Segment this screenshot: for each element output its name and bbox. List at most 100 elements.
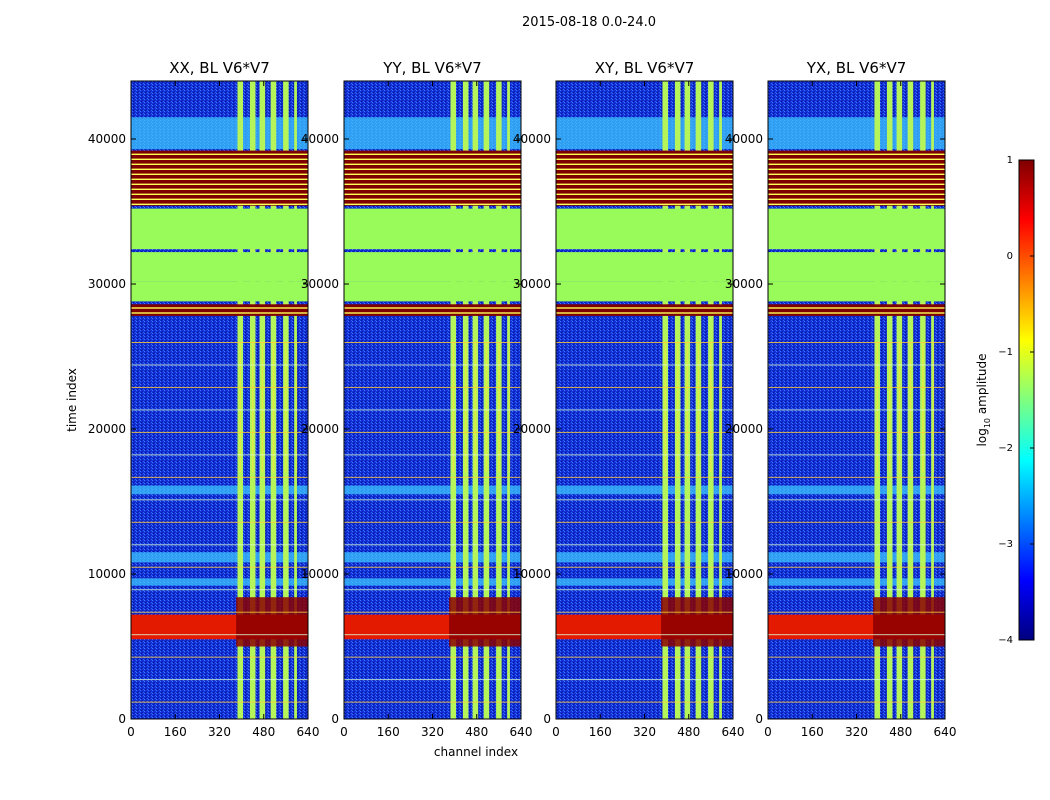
stripe-line bbox=[344, 173, 521, 175]
light-band bbox=[556, 485, 733, 495]
stripe-line bbox=[131, 178, 308, 180]
x-axis-label: channel index bbox=[434, 745, 518, 759]
stripe-band bbox=[131, 304, 308, 316]
y-tick-label: 20000 bbox=[88, 422, 126, 436]
x-tick-label: 320 bbox=[845, 725, 868, 739]
streak-line bbox=[344, 521, 521, 523]
streak-line bbox=[768, 611, 945, 613]
flagged-band bbox=[556, 208, 733, 250]
stripe-line bbox=[768, 198, 945, 200]
stripe-line bbox=[131, 193, 308, 195]
stripe-line bbox=[556, 203, 733, 205]
streak-line bbox=[556, 409, 733, 411]
y-tick-label: 0 bbox=[331, 712, 339, 726]
x-tick-label: 480 bbox=[677, 725, 700, 739]
streak-line bbox=[131, 386, 308, 388]
light-band bbox=[131, 485, 308, 495]
x-tick-label: 320 bbox=[208, 725, 231, 739]
stripe-line bbox=[344, 183, 521, 185]
flagged-band bbox=[556, 281, 733, 302]
streak-line bbox=[131, 634, 308, 636]
stripe-line bbox=[344, 163, 521, 165]
streak-line bbox=[556, 454, 733, 456]
x-tick-label: 640 bbox=[297, 725, 320, 739]
rfi-column-core bbox=[474, 342, 477, 473]
rfi-column-core bbox=[296, 342, 298, 473]
panel-xy: XY, BL V6*V7 0 160 320 480 640 0 10000 20000 3000… bbox=[513, 59, 745, 739]
colorbar-tick-label: −3 bbox=[998, 539, 1013, 550]
rfi-column-core bbox=[272, 342, 275, 473]
stripe-line bbox=[556, 173, 733, 175]
x-tick-label: 160 bbox=[377, 725, 400, 739]
streak-line bbox=[768, 409, 945, 411]
streak-line bbox=[344, 364, 521, 366]
flagged-band bbox=[344, 208, 521, 250]
y-tick-label: 30000 bbox=[513, 277, 551, 291]
colorbar-ticks: 1 0 −1 −2 −3 −4 bbox=[998, 155, 1034, 646]
x-tick-label: 640 bbox=[510, 725, 533, 739]
flagged-band bbox=[768, 252, 945, 282]
rfi-column-core bbox=[721, 342, 723, 473]
streak-line bbox=[556, 679, 733, 681]
streak-line bbox=[344, 544, 521, 546]
streak-line bbox=[131, 499, 308, 501]
stripe-line bbox=[344, 198, 521, 200]
x-tick-label: 0 bbox=[552, 725, 560, 739]
y-tick-label: 0 bbox=[543, 712, 551, 726]
light-band bbox=[131, 552, 308, 563]
y-tick-label: 0 bbox=[118, 712, 126, 726]
flagged-band bbox=[344, 281, 521, 302]
streak-line bbox=[556, 386, 733, 388]
streak-line bbox=[344, 656, 521, 658]
rfi-column-core bbox=[285, 342, 287, 473]
rfi-column-core bbox=[697, 342, 700, 473]
streak-line bbox=[344, 589, 521, 591]
stripe-line bbox=[556, 198, 733, 200]
rfi-column-core bbox=[922, 342, 924, 473]
streak-line bbox=[768, 679, 945, 681]
light-band bbox=[556, 117, 733, 150]
stripe-line bbox=[556, 153, 733, 155]
x-tick-label: 320 bbox=[633, 725, 656, 739]
streak-line bbox=[131, 364, 308, 366]
streak-line bbox=[131, 544, 308, 546]
x-tick-label: 480 bbox=[465, 725, 488, 739]
rfi-column-core bbox=[251, 342, 254, 473]
flagged-band bbox=[131, 208, 308, 250]
stripe-line bbox=[344, 168, 521, 170]
stripe-line bbox=[768, 188, 945, 190]
stripe-line bbox=[131, 203, 308, 205]
flagged-band bbox=[131, 281, 308, 302]
rfi-column-core bbox=[909, 342, 912, 473]
x-tick-label: 0 bbox=[340, 725, 348, 739]
stripe-line bbox=[131, 312, 308, 314]
light-band bbox=[131, 578, 308, 586]
streak-line bbox=[131, 476, 308, 478]
x-tick-label: 480 bbox=[889, 725, 912, 739]
streak-line bbox=[344, 386, 521, 388]
stripe-line bbox=[131, 183, 308, 185]
flagged-band bbox=[556, 252, 733, 282]
stripe-line bbox=[131, 173, 308, 175]
stripe-line bbox=[768, 307, 945, 309]
streak-line bbox=[344, 566, 521, 568]
light-band bbox=[344, 117, 521, 150]
stripe-line bbox=[768, 173, 945, 175]
colorbar-body bbox=[1018, 159, 1035, 641]
streak-line bbox=[131, 701, 308, 703]
streak-line bbox=[768, 431, 945, 433]
streak-line bbox=[556, 431, 733, 433]
streak-line bbox=[556, 499, 733, 501]
streak-line bbox=[556, 342, 733, 343]
colorbar-label: log10 amplitude bbox=[975, 354, 992, 447]
stripe-line bbox=[556, 168, 733, 170]
streak-line bbox=[344, 431, 521, 433]
y-tick-label: 10000 bbox=[513, 567, 551, 581]
bright-band-core bbox=[661, 597, 733, 647]
stripe-line bbox=[131, 307, 308, 309]
stripe-line bbox=[556, 158, 733, 160]
flagged-band bbox=[768, 208, 945, 250]
stripe-line bbox=[768, 163, 945, 165]
stripe-line bbox=[768, 203, 945, 205]
